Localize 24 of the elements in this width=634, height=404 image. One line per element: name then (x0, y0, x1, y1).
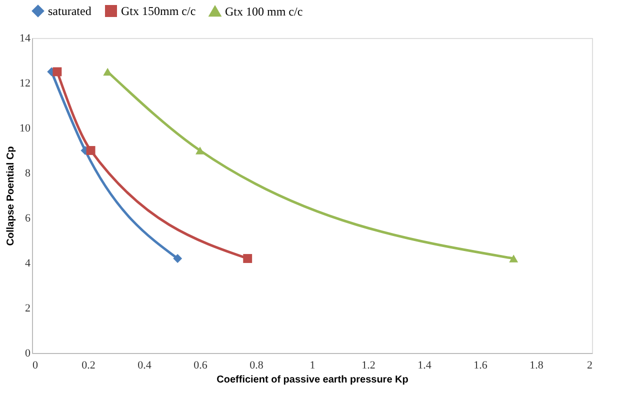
legend-label: saturated (48, 4, 92, 18)
x-tick-label: 1.2 (362, 360, 376, 372)
legend-label: Gtx 100 mm c/c (225, 4, 303, 18)
x-tick-label: 2 (587, 360, 592, 372)
y-tick-label: 2 (25, 302, 30, 314)
x-tick-label: 0.6 (194, 360, 208, 372)
y-tick-label: 10 (20, 122, 31, 134)
x-tick-label: 0.2 (82, 360, 96, 372)
y-tick-label: 6 (25, 212, 31, 224)
x-tick-label: 1.6 (474, 360, 488, 372)
x-tick-label: 0 (32, 360, 38, 372)
y-axis-title: Collapse Poential Cp (6, 146, 16, 246)
y-tick-label: 12 (20, 78, 30, 90)
legend-label: Gtx 150mm c/c (121, 4, 196, 18)
x-tick-label: 0.4 (138, 360, 152, 372)
x-tick-label: 1.8 (530, 360, 544, 372)
y-tick-label: 8 (25, 168, 31, 180)
y-tick-label: 0 (25, 348, 31, 360)
y-tick-label: 4 (25, 258, 31, 270)
x-axis-title: Coefficient of passive earth pressure Kp (216, 374, 408, 386)
x-tick-label: 1 (310, 360, 316, 372)
y-tick-label: 14 (20, 32, 31, 44)
x-tick-label: 0.8 (250, 360, 264, 372)
x-tick-label: 1.4 (418, 360, 432, 372)
